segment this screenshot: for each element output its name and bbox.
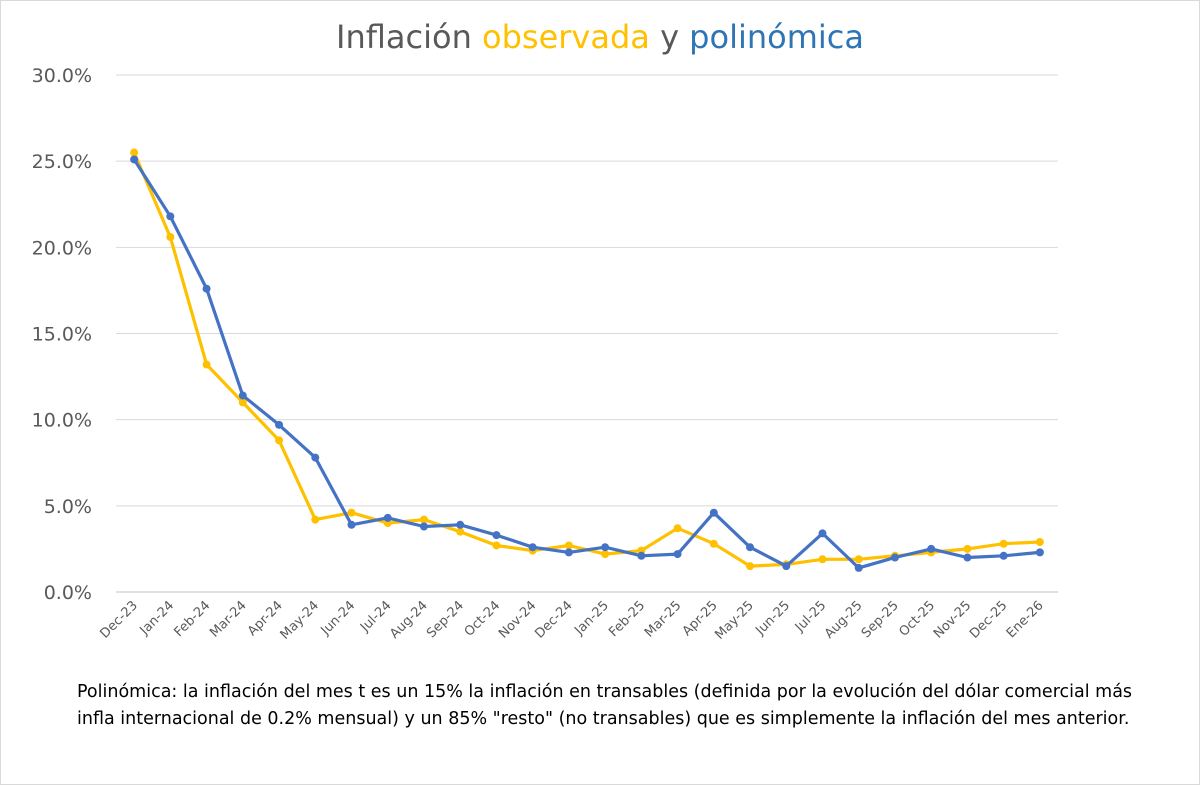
data-point	[963, 553, 972, 562]
x-tick-label: Mar-24	[207, 598, 249, 640]
data-point	[890, 553, 899, 562]
data-point	[673, 524, 682, 533]
x-tick-label: Jun-24	[318, 598, 359, 639]
data-point	[601, 550, 610, 559]
x-tick-label: Mar-25	[642, 598, 684, 640]
x-tick-label: Aug-25	[822, 598, 866, 642]
x-tick-label: Sep-25	[859, 598, 902, 641]
x-tick-label: Dec-23	[98, 598, 141, 641]
data-point	[166, 232, 175, 241]
data-point	[130, 148, 139, 157]
series-group	[130, 148, 1044, 572]
data-point	[854, 555, 863, 564]
data-point	[927, 544, 936, 553]
x-tick-label: Jan-25	[571, 598, 612, 639]
data-point	[383, 513, 392, 522]
data-point	[1035, 538, 1044, 547]
x-tick-label: Oct-24	[462, 598, 504, 640]
y-tick-label: 30.0%	[32, 65, 92, 87]
x-axis-ticks: Dec-23Jan-24Feb-24Mar-24Apr-24May-24Jun-…	[98, 598, 1047, 642]
data-point	[999, 539, 1008, 548]
data-point	[238, 398, 247, 407]
data-point	[746, 562, 755, 571]
data-point	[419, 522, 428, 531]
data-point	[311, 515, 320, 524]
data-point	[202, 284, 211, 293]
gridlines	[116, 74, 1058, 593]
data-point	[564, 541, 573, 550]
data-point	[238, 391, 247, 400]
series-observada	[130, 148, 1044, 571]
data-point	[709, 508, 718, 517]
data-point	[818, 555, 827, 564]
data-point	[275, 436, 284, 445]
x-tick-label: Sep-24	[424, 598, 467, 641]
chart-title: Inflación observada y polinómica	[0, 18, 1200, 56]
x-tick-label: Oct-25	[897, 598, 939, 640]
series-line	[132, 157, 1042, 570]
data-point	[347, 520, 356, 529]
data-point	[818, 529, 827, 538]
x-tick-label: Dec-24	[532, 598, 575, 641]
y-tick-label: 15.0%	[32, 324, 92, 346]
title-middle: y	[649, 18, 690, 56]
data-point	[275, 420, 284, 429]
series-line	[132, 151, 1042, 568]
data-point	[456, 520, 465, 529]
x-tick-label: May-25	[712, 598, 756, 642]
x-tick-label: May-24	[278, 598, 322, 642]
y-axis-ticks: 0.0% 5.0% 10.0% 15.0% 20.0% 25.0% 30.0%	[32, 65, 92, 604]
data-point	[637, 551, 646, 560]
y-tick-label: 0.0%	[44, 582, 92, 604]
x-tick-label: Jan-24	[137, 598, 178, 639]
y-tick-label: 10.0%	[32, 410, 92, 432]
y-tick-label: 5.0%	[44, 496, 92, 518]
data-point	[311, 453, 320, 462]
data-point	[202, 360, 211, 369]
data-point	[492, 531, 501, 540]
y-tick-label: 25.0%	[32, 151, 92, 173]
x-tick-label: Feb-25	[606, 598, 648, 640]
x-tick-label: Jun-25	[752, 598, 793, 639]
footnote: Polinómica: la inflación del mes t es un…	[77, 682, 1133, 729]
data-point	[999, 551, 1008, 560]
data-point	[601, 543, 610, 552]
data-point	[166, 212, 175, 221]
data-point	[746, 543, 755, 552]
y-tick-label: 20.0%	[32, 237, 92, 259]
data-point	[492, 541, 501, 550]
data-point	[673, 550, 682, 559]
data-point	[782, 562, 791, 571]
x-tick-label: Aug-24	[387, 598, 431, 642]
data-point	[963, 544, 972, 553]
title-prefix: Inflación	[336, 18, 483, 56]
data-point	[564, 548, 573, 557]
data-point	[419, 515, 428, 524]
data-point	[456, 527, 465, 536]
data-point	[528, 543, 537, 552]
title-poly: polinómica	[689, 18, 864, 56]
title-observed: observada	[482, 18, 650, 56]
data-point	[854, 563, 863, 572]
x-tick-label: Nov-25	[931, 598, 974, 641]
x-tick-label: Dec-25	[967, 598, 1010, 641]
x-tick-label: Feb-24	[172, 598, 214, 640]
x-tick-label: Ene-26	[1004, 598, 1047, 641]
x-tick-label: Nov-24	[496, 598, 539, 641]
data-point	[130, 155, 139, 164]
data-point	[709, 539, 718, 548]
series-polinomica	[130, 155, 1044, 572]
data-point	[1035, 548, 1044, 557]
data-point	[347, 508, 356, 517]
